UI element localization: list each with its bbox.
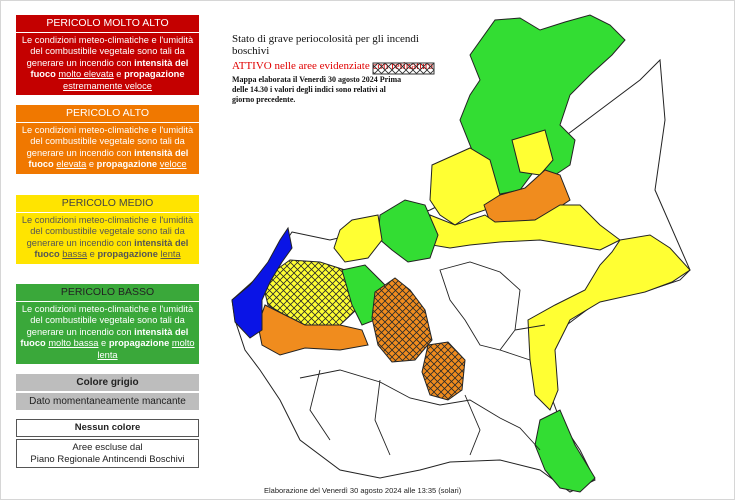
- zone-green-north: [459, 14, 626, 196]
- legend-very-high: PERICOLO MOLTO ALTO Le condizioni meteo-…: [16, 15, 199, 96]
- legend-low-text: Le condizioni meteo-climatiche e l'umidi…: [21, 304, 194, 337]
- legend-none-text-1: Aree escluse dal: [72, 442, 143, 453]
- zone-yellow-north: [429, 147, 501, 226]
- legend-low-body: Le condizioni meteo-climatiche e l'umidi…: [16, 302, 199, 364]
- legend-high-body: Le condizioni meteo-climatiche e l'umidi…: [16, 123, 199, 174]
- legend-very-high-spread-label: propagazione: [124, 69, 185, 80]
- legend-medium-text: Le condizioni meteo-climatiche e l'umidi…: [21, 215, 194, 248]
- legend-very-high-body: Le condizioni meteo-climatiche e l'umidi…: [16, 33, 199, 95]
- legend-low: PERICOLO BASSO Le condizioni meteo-clima…: [16, 284, 199, 365]
- zone-blue-garda: [231, 226, 293, 339]
- legend-grey-header: Colore grigio: [16, 374, 199, 391]
- map-footer: Elaborazione del Venerdì 30 agosto 2024 …: [264, 486, 462, 495]
- zone-green-center: [377, 199, 439, 263]
- legend-high-spread-label: propagazione: [96, 159, 158, 170]
- legend-high-intensity-value: elevata: [56, 159, 87, 170]
- legend-low-spread-label: propagazione: [108, 338, 170, 349]
- zone-yellow-coast: [527, 234, 691, 411]
- zone-yellow-hatched-pattern: [262, 260, 360, 325]
- legend-medium-intensity-label: intensità del fuoco: [34, 237, 189, 260]
- legend-high-text: Le condizioni meteo-climatiche e l'umidi…: [21, 125, 194, 158]
- legend-low-intensity-value: molto bassa: [48, 338, 99, 349]
- legend-medium-conj: e: [89, 249, 95, 260]
- zone-yellow-west: [333, 214, 383, 263]
- legend-medium-spread-value: lenta: [160, 249, 181, 260]
- legend-high: PERICOLO ALTO Le condizioni meteo-climat…: [16, 105, 199, 174]
- legend-grey-text: Dato momentaneamente mancante: [16, 393, 199, 410]
- legend-high-conj: e: [88, 159, 95, 170]
- legend-low-intensity-label: intensità del fuoco: [20, 326, 189, 349]
- zone-orange-hatched-2-pattern: [422, 342, 465, 400]
- legend-very-high-intensity-label: intensità del fuoco: [30, 57, 189, 80]
- legend-high-spread-value: veloce: [159, 159, 187, 170]
- zone-orange-hatched-1-pattern: [372, 278, 432, 362]
- legend-medium-header: PERICOLO MEDIO: [16, 195, 199, 213]
- legend-very-high-spread-value: estremamente veloce: [63, 80, 152, 91]
- legend-very-high-intensity-value: molto elevata: [58, 69, 114, 80]
- legend-none-text-2: Piano Regionale Antincendi Boschivi: [30, 454, 185, 465]
- legend-none-header: Nessun colore: [16, 419, 199, 437]
- legend-none-body: Aree escluse dal Piano Regionale Antince…: [16, 439, 199, 468]
- legend-very-high-header: PERICOLO MOLTO ALTO: [16, 15, 199, 33]
- zone-orange-west: [257, 304, 369, 356]
- zone-yellow-north-2: [511, 129, 554, 176]
- zone-green-delta: [534, 409, 596, 493]
- legend-high-intensity-label: intensità del fuoco: [28, 147, 189, 170]
- legend-very-high-text: Le condizioni meteo-climatiche e l'umidi…: [21, 35, 194, 68]
- legend-medium: PERICOLO MEDIO Le condizioni meteo-clima…: [16, 195, 199, 264]
- legend-very-high-conj: e: [116, 69, 122, 80]
- hatch-legend-sample: [372, 62, 435, 75]
- map-note: Mappa elaborata il Venerdì 30 agosto 202…: [232, 75, 402, 104]
- legend-low-header: PERICOLO BASSO: [16, 284, 199, 302]
- map-title: Stato di grave periocolosità per gli inc…: [232, 33, 419, 57]
- legend-low-conj: e: [101, 338, 107, 349]
- legend-low-spread-value: molto lenta: [97, 338, 195, 360]
- legend-medium-body: Le condizioni meteo-climatiche e l'umidi…: [16, 213, 199, 264]
- legend-high-header: PERICOLO ALTO: [16, 105, 199, 123]
- legend-medium-intensity-value: bassa: [62, 249, 88, 260]
- legend-medium-spread-label: propagazione: [97, 249, 158, 260]
- province-boundaries: [299, 261, 546, 456]
